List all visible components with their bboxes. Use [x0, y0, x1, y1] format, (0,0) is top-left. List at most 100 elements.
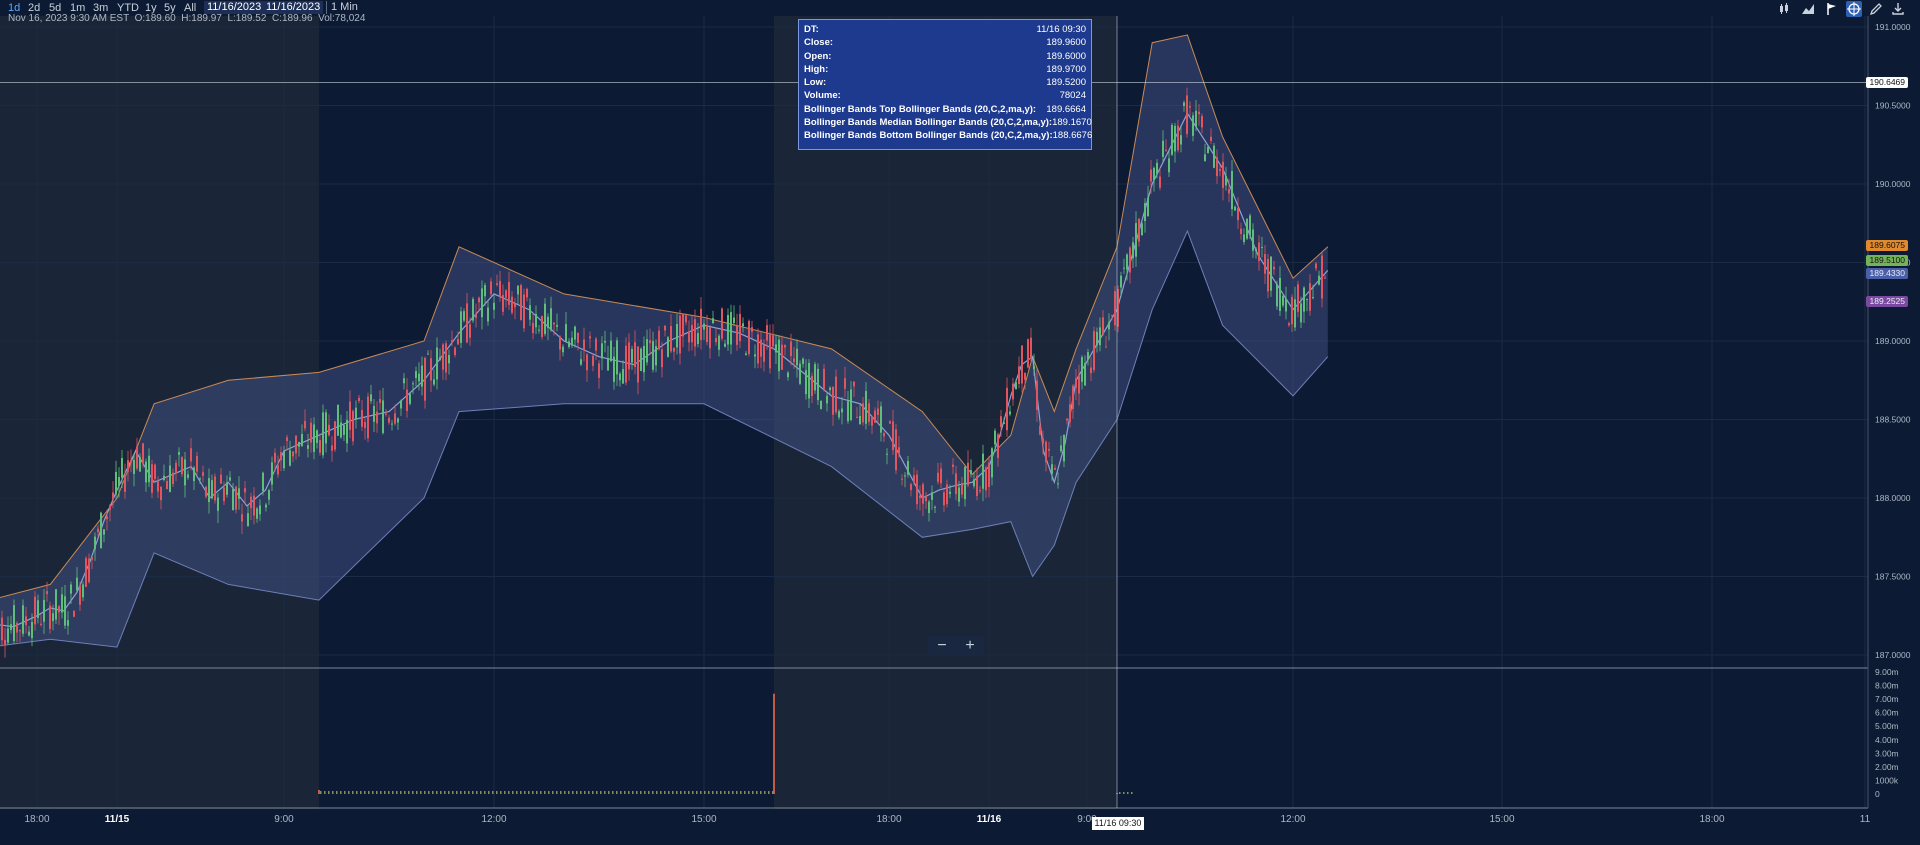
- candle-body: [1312, 297, 1314, 299]
- candle-body: [391, 423, 393, 425]
- timeframe-3m-button[interactable]: 3m: [93, 2, 109, 14]
- zoom-out-button[interactable]: −: [937, 637, 947, 654]
- candle-body: [37, 600, 39, 618]
- candle-body: [100, 512, 102, 548]
- timeframe-1m-button[interactable]: 1m: [70, 2, 86, 14]
- candle-body: [187, 474, 189, 478]
- volume-bar-small: [576, 791, 578, 794]
- candle-body: [409, 393, 411, 404]
- candle-body: [1213, 145, 1215, 168]
- candle-body: [1036, 380, 1038, 410]
- candle-body: [577, 332, 579, 343]
- timeframe-5d-button[interactable]: 5d: [49, 2, 62, 14]
- candle-body: [517, 285, 519, 295]
- candle-body: [658, 330, 660, 350]
- candle-body: [784, 344, 786, 348]
- candle-body: [424, 357, 426, 401]
- timeframe-2d-button[interactable]: 2d: [28, 2, 41, 14]
- volume-tick-label: 1000k: [1875, 775, 1899, 785]
- crosshair-icon[interactable]: [1846, 1, 1862, 17]
- quote-datetime: Nov 16, 2023 9:30 AM EST: [8, 13, 130, 24]
- start-date-button[interactable]: 11/16/2023: [204, 1, 265, 14]
- candle-body: [61, 594, 63, 613]
- zoom-in-button[interactable]: +: [965, 637, 975, 654]
- x-tick-label: 15:00: [1489, 814, 1514, 825]
- candle-body: [694, 319, 696, 347]
- volume-bar-small: [636, 791, 638, 794]
- candle-body: [583, 339, 585, 351]
- x-tick-label: 12:00: [1280, 814, 1305, 825]
- candle-body: [256, 508, 258, 519]
- end-date-button[interactable]: 11/16/2023: [263, 1, 324, 14]
- candle-body: [1051, 464, 1053, 475]
- timeframe-1d-button[interactable]: 1d: [8, 2, 21, 14]
- candle-body: [820, 400, 822, 410]
- volume-bar-small: [640, 791, 642, 794]
- volume-bar-small: [444, 791, 446, 794]
- candle-body: [991, 448, 993, 478]
- candle-body: [1255, 248, 1257, 252]
- candle-body: [709, 327, 711, 349]
- tooltip-key: DT:: [804, 24, 819, 35]
- candle-body: [322, 412, 324, 456]
- timeframe-ytd-button[interactable]: YTD: [117, 2, 139, 14]
- candle-body: [1195, 110, 1197, 127]
- tooltip-key: Volume:: [804, 90, 841, 102]
- volume-bar-small: [480, 791, 482, 794]
- x-tick-label: 11/15: [105, 814, 130, 825]
- candle-body: [1207, 146, 1209, 154]
- volume-bar-small: [340, 791, 342, 794]
- candle-body: [1084, 363, 1086, 386]
- candle-body: [301, 433, 303, 446]
- pencil-icon[interactable]: [1868, 1, 1884, 17]
- timeframe-1y-button[interactable]: 1y: [145, 2, 157, 14]
- volume-bar-small: [740, 791, 742, 794]
- candle-body: [1174, 125, 1176, 152]
- download-icon[interactable]: [1890, 1, 1906, 17]
- candle-body: [1234, 206, 1236, 211]
- candle-body: [310, 422, 312, 443]
- volume-bar-small: [624, 791, 626, 794]
- candle-body: [544, 303, 546, 334]
- volume-bar-small: [652, 791, 654, 794]
- candle-body: [835, 376, 837, 413]
- volume-bar-small: [452, 791, 454, 794]
- price-tag-last: 189.5100: [1866, 255, 1908, 267]
- candle-body: [751, 327, 753, 332]
- y-tick-label: 191.0000: [1875, 22, 1911, 32]
- candle-body: [817, 368, 819, 401]
- interval-selector[interactable]: 1 Min: [326, 1, 362, 14]
- candle-body: [1129, 247, 1131, 273]
- candle-body: [769, 334, 771, 369]
- candle-body: [994, 430, 996, 445]
- bollinger-top-line: [0, 34, 1329, 599]
- volume-bar-small: [584, 791, 586, 794]
- candle-body: [1162, 140, 1164, 157]
- candle-body: [832, 386, 834, 415]
- area-chart-icon[interactable]: [1800, 1, 1816, 17]
- candle-body: [913, 475, 915, 483]
- candle-body: [667, 337, 669, 357]
- candle-body: [1126, 254, 1128, 270]
- candle-body: [58, 606, 60, 613]
- candle-body: [793, 358, 795, 363]
- candle-body: [625, 345, 627, 383]
- volume-bar-small: [520, 791, 522, 794]
- candle-body: [376, 411, 378, 424]
- candle-body: [586, 354, 588, 371]
- candle-body: [1261, 246, 1263, 248]
- candle-body: [673, 347, 675, 352]
- candle-body: [1252, 229, 1254, 251]
- candle-body: [1177, 125, 1179, 151]
- candle-body: [619, 373, 621, 381]
- timeframe-5y-button[interactable]: 5y: [164, 2, 176, 14]
- candle-body: [292, 451, 294, 457]
- timeframe-all-button[interactable]: All: [184, 2, 197, 14]
- flag-icon[interactable]: [1824, 1, 1840, 17]
- candle-body: [415, 371, 417, 379]
- volume-bar: [318, 789, 320, 794]
- candlestick-icon[interactable]: [1776, 1, 1792, 17]
- volume-bar-small: [324, 791, 326, 794]
- candle-body: [718, 335, 720, 350]
- candle-body: [1258, 242, 1260, 261]
